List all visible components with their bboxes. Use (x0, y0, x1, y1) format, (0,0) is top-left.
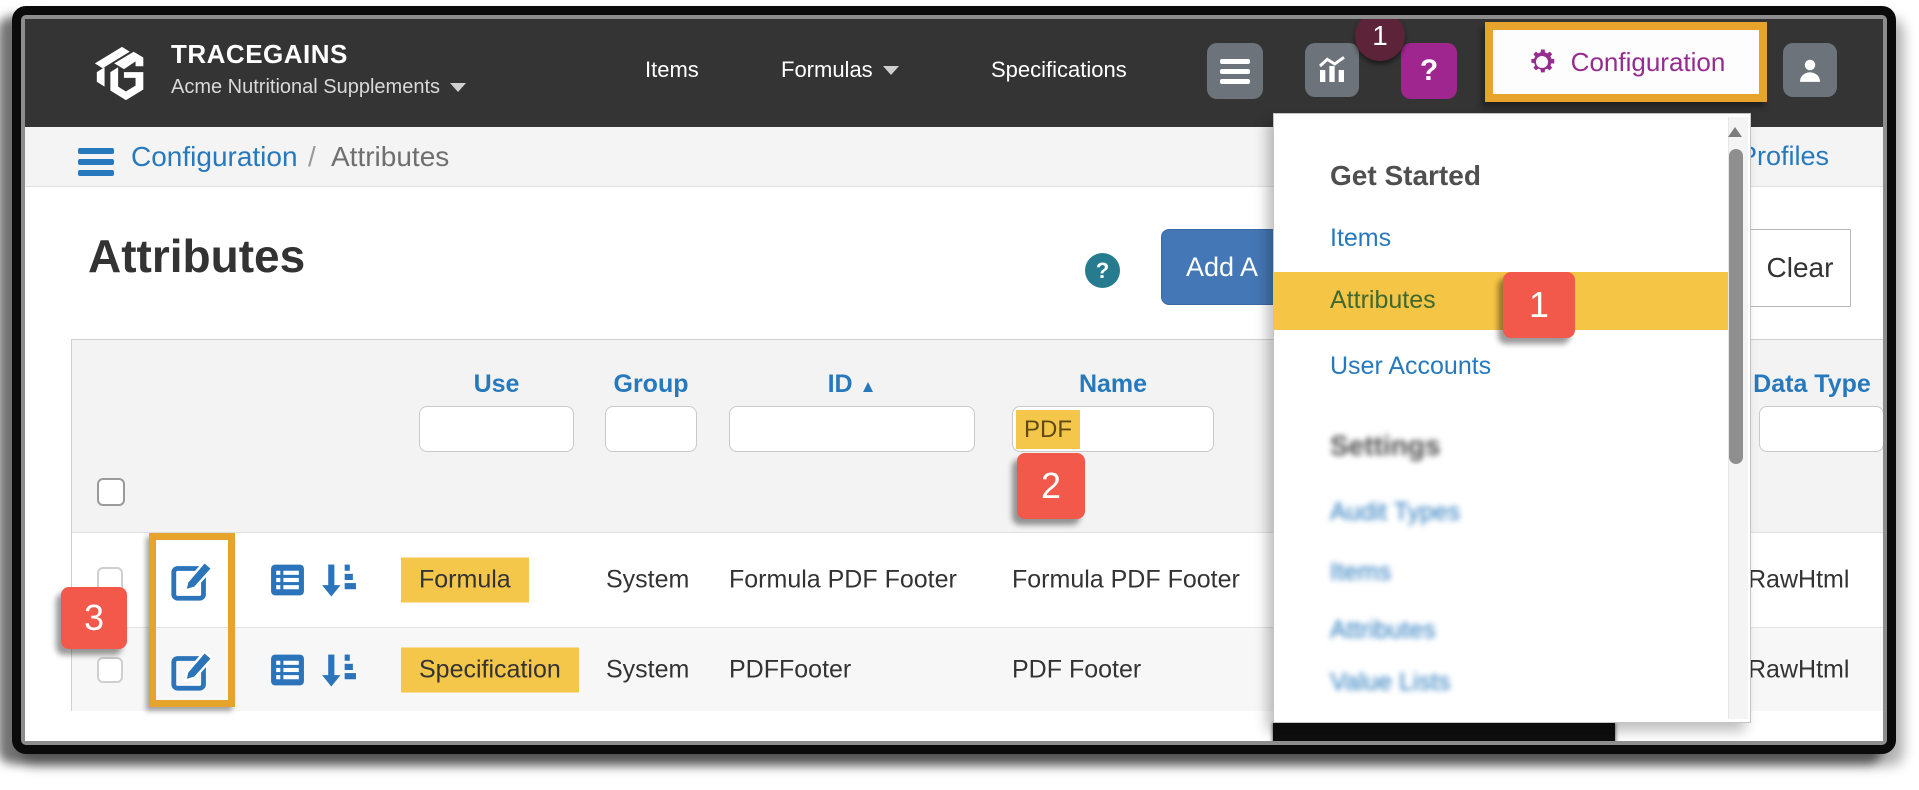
annotation-box-edit-column (149, 533, 235, 707)
data-type-cell: RawHtml (1748, 655, 1850, 683)
nav-item-formulas-label: Formulas (781, 57, 873, 82)
clear-button[interactable]: Clear (1749, 229, 1851, 307)
apps-menu-button[interactable] (1207, 43, 1263, 99)
column-header-data-type[interactable]: Data Type (1753, 370, 1871, 398)
dropdown-shadow (1273, 720, 1615, 741)
sort-amount-icon (322, 564, 356, 597)
annotation-marker-step1: 1 (1503, 272, 1575, 338)
id-cell: PDFFooter (729, 655, 852, 683)
user-icon (1800, 59, 1820, 82)
data-type-filter-input[interactable] (1759, 406, 1883, 452)
column-header-name[interactable]: Name (1078, 370, 1148, 398)
group-filter-input[interactable] (605, 406, 697, 452)
page-help-icon[interactable]: ? (1085, 253, 1120, 288)
sort-amount-icon (322, 654, 356, 686)
id-filter-input[interactable] (729, 406, 975, 452)
dropdown-scrollbar[interactable] (1728, 117, 1748, 719)
column-header-id[interactable]: ID ▲ (729, 370, 975, 399)
edit-icon (171, 560, 214, 601)
nav-item-specifications[interactable]: Specifications (991, 57, 1127, 83)
help-button[interactable]: ? (1401, 43, 1457, 99)
hamburger-icon (1220, 54, 1250, 89)
sort-ascending-icon: ▲ (859, 377, 877, 396)
menu-item-audit-types[interactable]: Audit Types (1330, 498, 1461, 526)
row-checkbox[interactable] (97, 656, 123, 683)
dashboard-button[interactable] (1305, 43, 1359, 97)
menu-item-attributes-settings[interactable]: Attributes (1330, 616, 1436, 644)
tracegains-logo-icon (94, 46, 144, 101)
notification-badge: 1 (1355, 19, 1405, 61)
name-filter-value-highlight: PDF (1016, 410, 1080, 449)
nav-item-items-label: Items (645, 57, 699, 82)
nav-item-formulas[interactable]: Formulas (781, 57, 899, 83)
gear-icon (1531, 49, 1554, 73)
profiles-link[interactable]: Profiles (1739, 141, 1830, 171)
app-window-frame: TRACEGAINS Acme Nutritional Supplements … (12, 6, 1896, 754)
name-cell: Formula PDF Footer (1012, 565, 1240, 594)
configuration-button[interactable]: Configuration (1493, 30, 1759, 94)
chevron-down-icon (450, 83, 467, 92)
bar-chart-icon (1319, 56, 1345, 82)
menu-item-items-settings[interactable]: Items (1330, 558, 1392, 586)
brand-name: TRACEGAINS (171, 39, 348, 69)
account-name: Acme Nutritional Supplements (171, 76, 441, 98)
breadcrumb-configuration-link[interactable]: Configuration (131, 141, 298, 172)
sort-order-button[interactable] (320, 651, 357, 688)
data-type-cell: RawHtml (1748, 565, 1850, 594)
list-icon (271, 654, 304, 685)
configuration-dropdown-menu: Get Started Items Attributes 1 User Acco… (1273, 113, 1751, 723)
menu-item-value-lists[interactable]: Value Lists (1330, 668, 1451, 696)
edit-button[interactable] (169, 647, 215, 693)
name-filter-input[interactable]: PDF (1012, 406, 1214, 452)
annotation-marker-step3: 3 (61, 587, 127, 649)
column-header-group[interactable]: Group (613, 370, 689, 398)
nav-item-specifications-label: Specifications (991, 57, 1127, 82)
app-content: TRACEGAINS Acme Nutritional Supplements … (25, 19, 1883, 741)
use-filter-input[interactable] (419, 406, 574, 452)
sidebar-toggle-button[interactable] (78, 143, 114, 181)
edit-button[interactable] (169, 557, 215, 603)
menu-item-attributes-highlighted[interactable]: Attributes (1274, 272, 1731, 330)
column-header-id-label: ID (827, 370, 853, 398)
top-navbar: TRACEGAINS Acme Nutritional Supplements … (25, 19, 1883, 127)
breadcrumb-current: Attributes (331, 141, 450, 172)
use-value-highlight: Specification (401, 647, 579, 692)
annotation-marker-step2: 2 (1017, 453, 1085, 519)
sort-order-button[interactable] (320, 562, 357, 599)
menu-item-items[interactable]: Items (1330, 224, 1392, 252)
edit-icon (171, 649, 214, 691)
select-all-checkbox[interactable] (97, 478, 125, 506)
account-switcher[interactable]: Acme Nutritional Supplements (171, 76, 467, 99)
configuration-button-label: Configuration (1570, 46, 1726, 77)
value-list-button[interactable] (269, 562, 306, 599)
group-cell: System (606, 655, 690, 683)
user-account-button[interactable] (1783, 43, 1837, 97)
use-value-highlight: Formula (401, 557, 529, 603)
id-cell: Formula PDF Footer (729, 565, 957, 594)
menu-item-attributes-label: Attributes (1330, 286, 1436, 314)
menu-item-user-accounts[interactable]: User Accounts (1330, 352, 1492, 380)
menu-section-settings: Settings (1330, 430, 1441, 461)
page-title: Attributes (88, 230, 306, 282)
breadcrumb-separator: / (308, 141, 316, 172)
list-icon (271, 564, 304, 596)
annotation-box-configuration: Configuration (1485, 22, 1767, 102)
scrollbar-thumb[interactable] (1729, 149, 1743, 464)
chevron-down-icon (882, 65, 899, 75)
brand-block: TRACEGAINS Acme Nutritional Supplements (171, 39, 467, 99)
group-cell: System (606, 565, 690, 594)
name-cell: PDF Footer (1012, 655, 1142, 683)
menu-section-get-started: Get Started (1330, 160, 1481, 191)
value-list-button[interactable] (269, 651, 306, 688)
column-header-use[interactable]: Use (473, 370, 520, 398)
scroll-up-arrow-icon[interactable] (1728, 127, 1742, 137)
nav-item-items[interactable]: Items (645, 57, 699, 83)
